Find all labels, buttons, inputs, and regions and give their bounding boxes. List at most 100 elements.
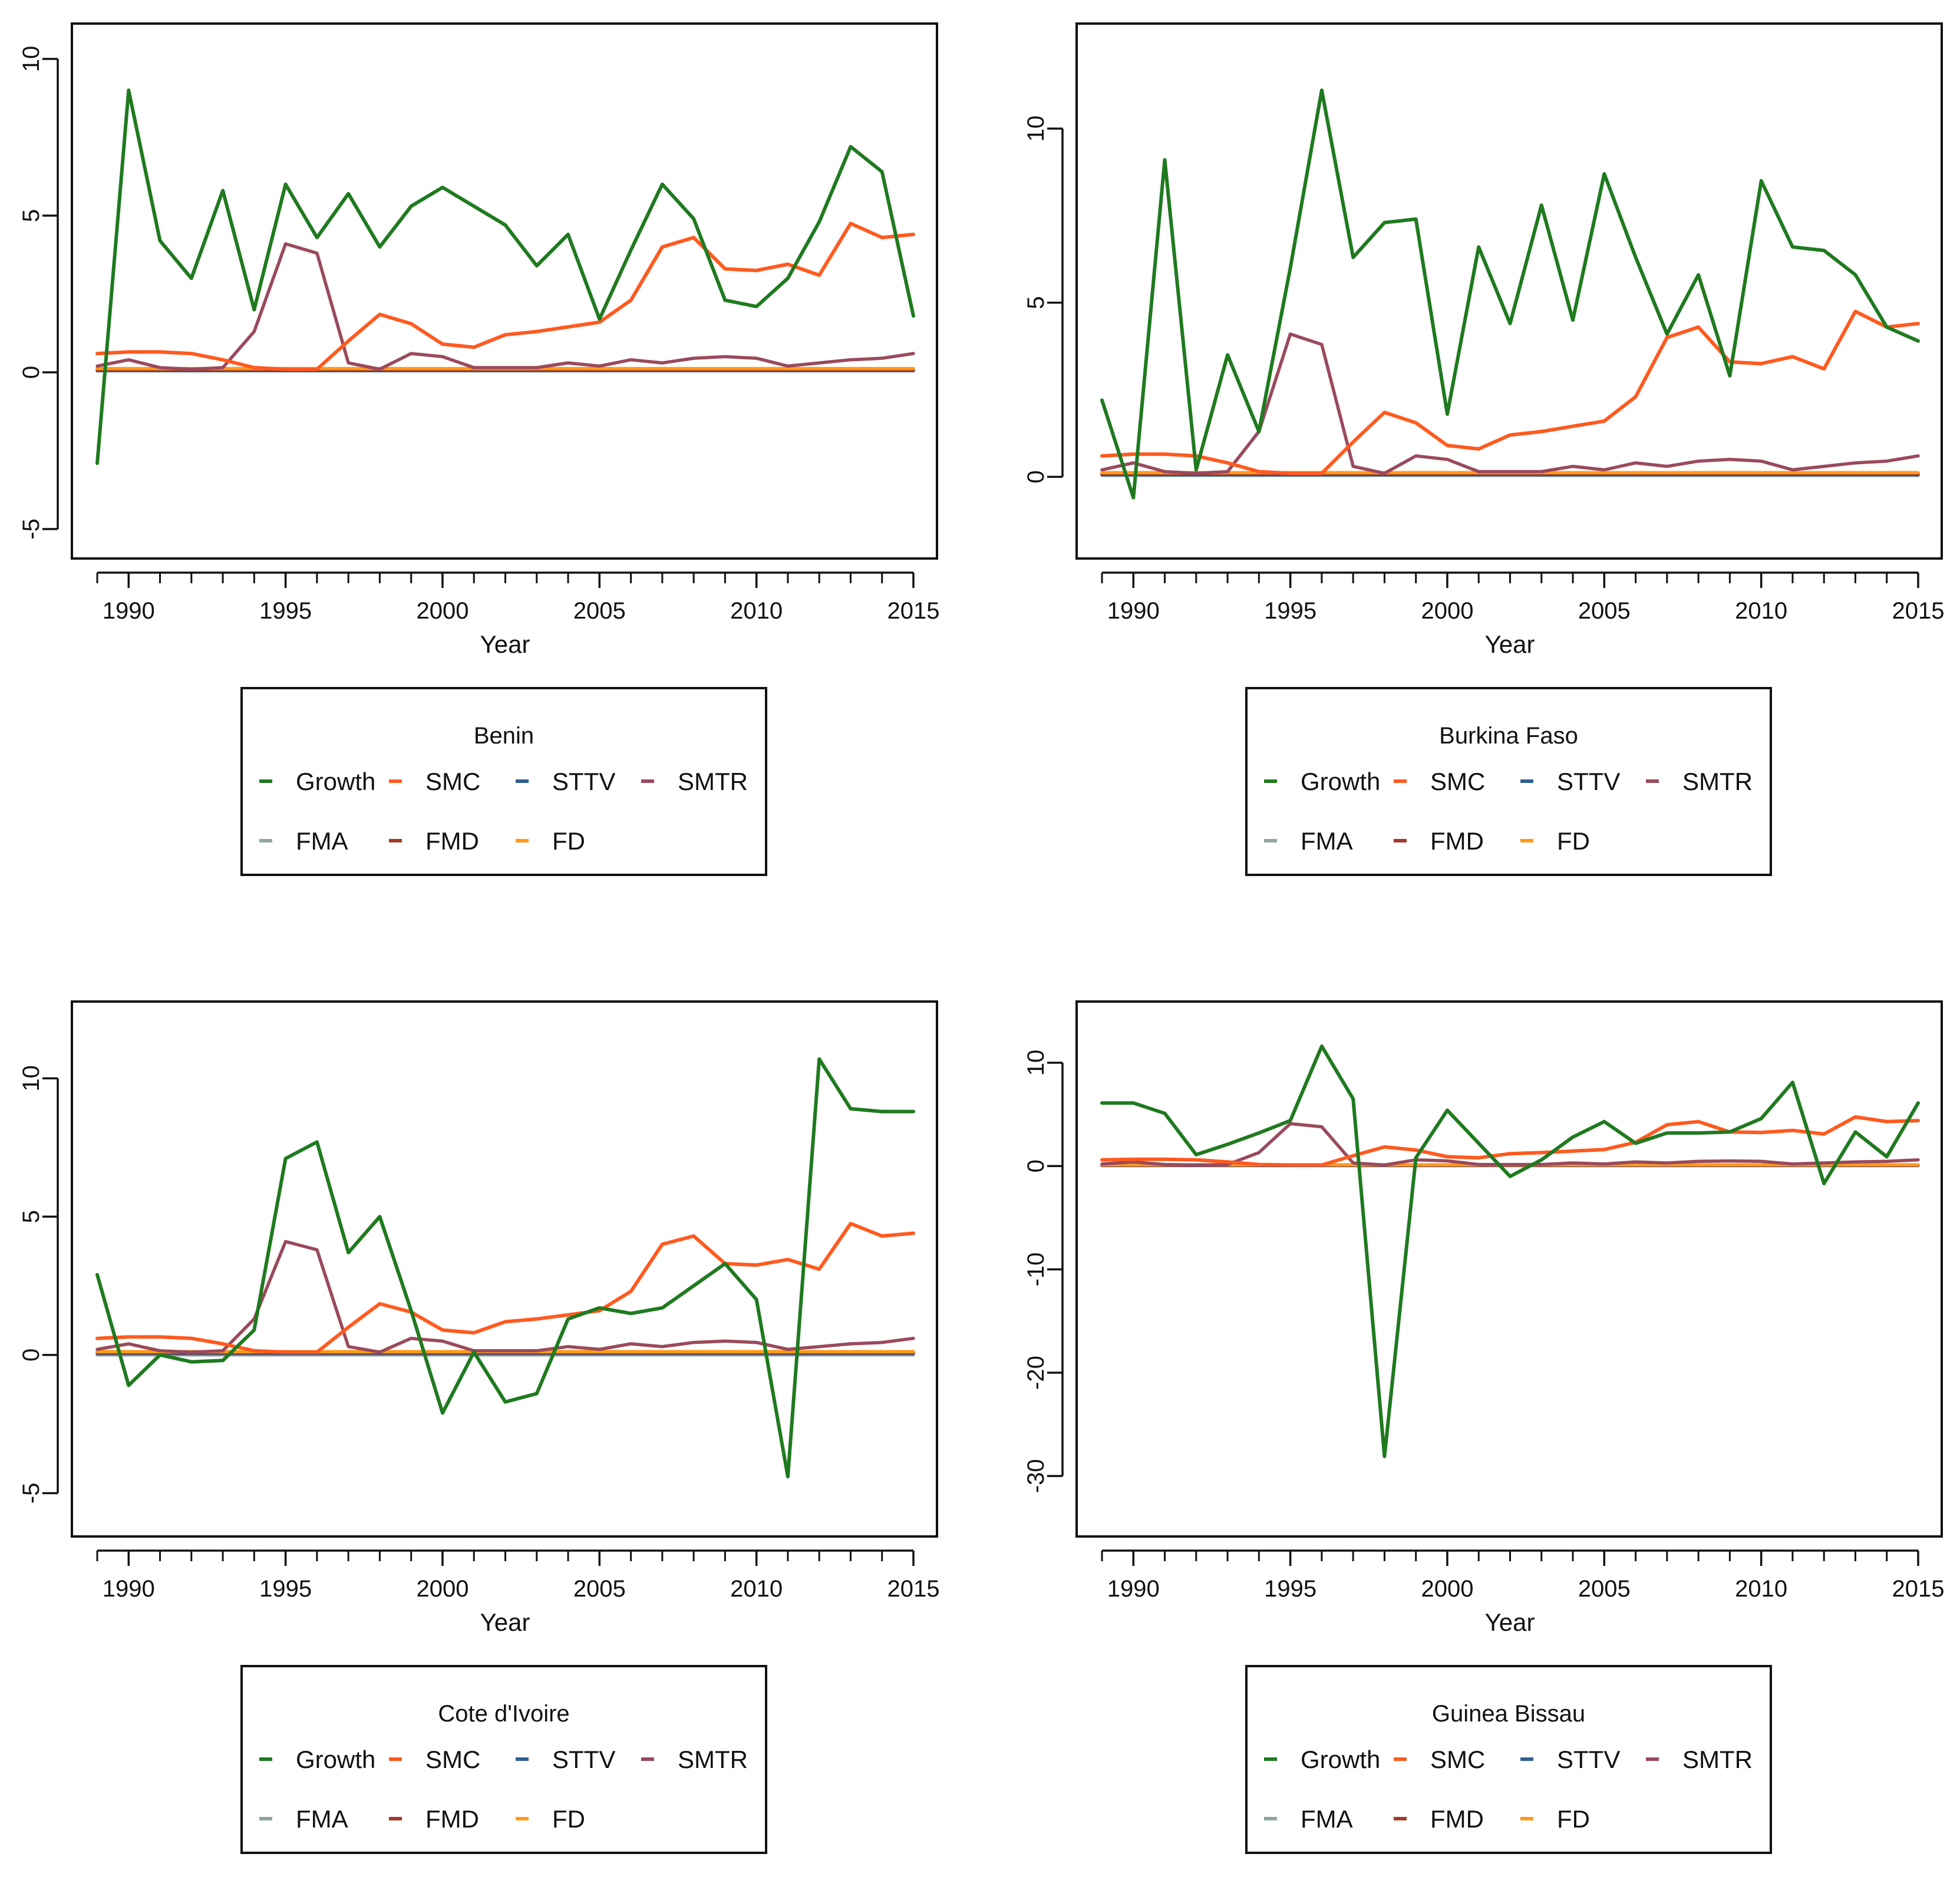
x-tick-label: 2015 xyxy=(887,1576,940,1602)
legend: Burkina Faso Growth SMC STTV SMTR FMA FMD FD xyxy=(1245,687,1772,876)
legend-label-sttv: STTV xyxy=(552,1746,615,1773)
x-axis-label: Year xyxy=(1485,630,1535,658)
y-tick-label: 0 xyxy=(18,1349,44,1362)
series-group xyxy=(95,88,915,465)
x-axis: 1990 1995 2000 2005 2010 2015 xyxy=(96,571,940,624)
x-tick-label: 2010 xyxy=(730,1576,783,1602)
x-tick-label: 2000 xyxy=(416,598,468,624)
series-smc-line xyxy=(1100,1115,1920,1167)
series-smc-line xyxy=(1100,309,1920,475)
legend-label-smc: SMC xyxy=(1430,768,1485,795)
panel-burkina-faso: 0 5 10 1990 1995 2000 2005 2010 2015 Year Burkina … xyxy=(1023,22,1945,876)
x-tick-label: 1990 xyxy=(103,1576,155,1602)
legend-label-growth: Growth xyxy=(296,1746,375,1773)
plot-frame xyxy=(1075,22,1943,560)
y-tick-label: 0 xyxy=(1023,1159,1049,1172)
legend-label-fma: FMA xyxy=(296,827,348,855)
legend-label-fma: FMA xyxy=(296,1805,348,1833)
y-tick-label: 5 xyxy=(18,209,44,222)
legend-box xyxy=(1245,687,1772,876)
plot-frame xyxy=(71,22,938,560)
series-group xyxy=(1100,1044,1920,1459)
legend-box xyxy=(240,1665,767,1854)
x-tick-label: 2010 xyxy=(730,598,783,624)
legend-label-smc: SMC xyxy=(1430,1746,1485,1773)
y-tick-label: -20 xyxy=(1023,1356,1049,1390)
legend-label-growth: Growth xyxy=(296,768,375,795)
x-tick-label: 1995 xyxy=(259,1576,312,1602)
legend-label-sttv: STTV xyxy=(1557,768,1620,795)
x-tick-label: 1995 xyxy=(1264,598,1316,624)
x-tick-label: 2005 xyxy=(1578,598,1631,624)
y-tick-label: 5 xyxy=(1023,296,1049,309)
series-smtr-line xyxy=(1100,332,1920,475)
legend-label-fmd: FMD xyxy=(1430,827,1484,855)
y-tick-label: 10 xyxy=(1023,1050,1049,1076)
y-tick-label: 10 xyxy=(1023,115,1049,142)
x-axis-label: Year xyxy=(1485,1608,1535,1636)
series-smtr-line xyxy=(95,1240,915,1354)
y-tick-label: 5 xyxy=(18,1210,44,1223)
legend: Cote d'Ivoire Growth SMC STTV SMTR FMA FMD FD xyxy=(240,1665,767,1854)
legend-label-fd: FD xyxy=(552,1805,585,1833)
x-axis-label: Year xyxy=(480,630,530,658)
x-tick-label: 2010 xyxy=(1735,1576,1787,1602)
legend-label-smtr: SMTR xyxy=(1682,1746,1753,1773)
x-tick-label: 1995 xyxy=(259,598,312,624)
y-tick-label: -30 xyxy=(1023,1459,1049,1493)
series-smtr-line xyxy=(95,242,915,371)
legend-label-fd: FD xyxy=(552,827,585,855)
x-tick-label: 2015 xyxy=(1892,598,1945,624)
plot-frame xyxy=(71,1000,938,1538)
legend-label-growth: Growth xyxy=(1301,768,1380,795)
legend-label-smtr: SMTR xyxy=(678,1746,748,1773)
series-growth-line xyxy=(1100,1044,1920,1459)
legend-label-fmd: FMD xyxy=(425,827,479,855)
legend-box xyxy=(1245,1665,1772,1854)
panel-guinea-bissau: -30 -20 -10 0 10 1990 1995 2000 2005 2010 2015 Year… xyxy=(1023,1000,1945,1854)
x-tick-label: 2005 xyxy=(573,598,626,624)
x-tick-label: 2000 xyxy=(1421,598,1473,624)
x-tick-label: 2015 xyxy=(1892,1576,1945,1602)
x-tick-label: 2005 xyxy=(573,1576,626,1602)
y-tick-label: 0 xyxy=(18,366,44,379)
series-group xyxy=(1100,88,1920,500)
x-tick-label: 2005 xyxy=(1578,1576,1631,1602)
legend-label-fma: FMA xyxy=(1301,827,1353,855)
panel-benin: -5 0 5 10 1990 1995 2000 2005 2010 2015 Year Benin G… xyxy=(18,22,940,876)
legend-label-smtr: SMTR xyxy=(1682,768,1753,795)
legend-label-fmd: FMD xyxy=(1430,1805,1484,1833)
legend-title: Guinea Bissau xyxy=(1432,1701,1585,1727)
legend-label-smc: SMC xyxy=(425,1746,480,1773)
x-tick-label: 1990 xyxy=(103,598,155,624)
x-tick-label: 2015 xyxy=(887,598,940,624)
legend-title: Benin xyxy=(474,723,534,749)
x-tick-label: 2010 xyxy=(1735,598,1787,624)
y-tick-label: 0 xyxy=(1023,470,1049,483)
series-growth-line xyxy=(1100,88,1920,500)
x-axis: 1990 1995 2000 2005 2010 2015 xyxy=(1101,1549,1945,1602)
legend-label-smtr: SMTR xyxy=(678,768,748,795)
y-tick-label: -5 xyxy=(18,518,44,540)
y-tick-label: -10 xyxy=(1023,1253,1049,1287)
legend-box xyxy=(240,687,767,876)
x-tick-label: 2000 xyxy=(1421,1576,1473,1602)
x-axis: 1990 1995 2000 2005 2010 2015 xyxy=(96,1549,940,1602)
legend-label-fma: FMA xyxy=(1301,1805,1353,1833)
y-tick-label: 10 xyxy=(18,46,44,72)
x-tick-label: 1990 xyxy=(1107,1576,1160,1602)
legend: Benin Growth SMC STTV SMTR FMA FMD FD xyxy=(240,687,767,876)
x-axis: 1990 1995 2000 2005 2010 2015 xyxy=(1101,571,1945,624)
legend-label-fd: FD xyxy=(1557,827,1590,855)
x-axis-label: Year xyxy=(480,1608,530,1636)
legend-label-sttv: STTV xyxy=(1557,1746,1620,1773)
legend-title: Burkina Faso xyxy=(1439,723,1578,749)
x-tick-label: 1995 xyxy=(1264,1576,1316,1602)
series-smc-line xyxy=(95,222,915,371)
series-group xyxy=(95,1057,915,1479)
series-smc-line xyxy=(95,1221,915,1354)
legend-label-fmd: FMD xyxy=(425,1805,479,1833)
y-axis: -5 0 5 10 xyxy=(18,46,59,540)
plot-frame xyxy=(1075,1000,1943,1538)
